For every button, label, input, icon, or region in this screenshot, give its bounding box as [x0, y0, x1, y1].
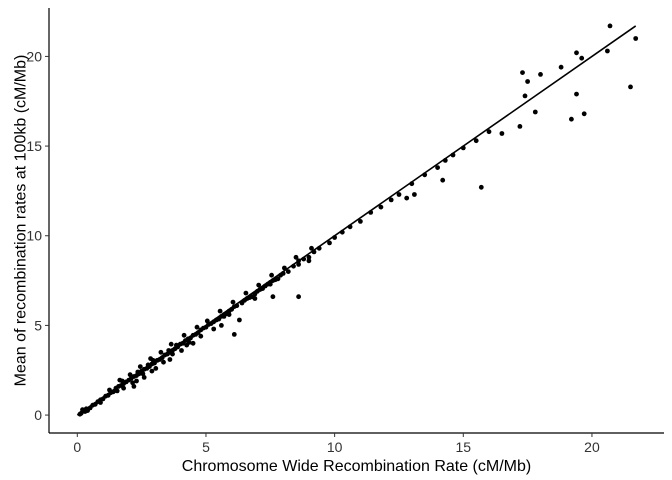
data-point	[581, 111, 587, 117]
data-point	[440, 177, 446, 183]
data-point	[190, 340, 196, 346]
data-point	[130, 380, 136, 386]
data-point	[327, 240, 332, 246]
data-point	[293, 254, 299, 260]
data-point	[435, 165, 440, 171]
data-point	[170, 351, 175, 357]
data-point	[296, 262, 301, 267]
data-point	[231, 332, 237, 337]
data-point	[275, 276, 281, 282]
data-point	[558, 64, 564, 70]
data-point	[179, 348, 184, 353]
data-point	[149, 368, 155, 374]
data-point	[141, 375, 147, 380]
y-tick-label: 20	[26, 48, 42, 64]
data-point	[306, 254, 312, 260]
data-point	[378, 204, 384, 210]
fit-line	[76, 25, 637, 416]
data-point	[117, 377, 123, 383]
data-point	[181, 332, 187, 338]
data-point	[134, 378, 139, 384]
data-point	[517, 124, 523, 129]
data-point	[574, 50, 579, 56]
data-point	[358, 219, 363, 224]
data-point	[204, 318, 210, 324]
data-point	[309, 245, 314, 251]
data-point	[574, 91, 579, 97]
data-point	[148, 356, 154, 361]
x-tick-label: 15	[455, 439, 471, 455]
data-point	[237, 317, 242, 323]
data-point	[296, 294, 301, 300]
data-point	[525, 79, 530, 84]
data-point	[243, 290, 249, 296]
data-point	[252, 296, 258, 301]
data-point	[140, 371, 146, 377]
data-point	[211, 326, 217, 332]
data-point	[131, 384, 137, 389]
data-point	[412, 192, 417, 197]
data-point	[221, 314, 227, 319]
data-point	[198, 333, 204, 339]
data-point	[184, 342, 190, 348]
data-point	[633, 36, 639, 41]
data-point	[522, 93, 528, 99]
x-axis-title: Chromosome Wide Recombination Rate (cM/M…	[182, 458, 531, 475]
data-point	[256, 282, 262, 288]
data-point	[499, 131, 505, 136]
data-point	[628, 84, 633, 90]
data-point	[473, 138, 479, 144]
data-point	[168, 341, 174, 347]
data-point	[605, 48, 610, 54]
data-point	[217, 308, 223, 314]
data-point	[388, 197, 394, 203]
x-tick-label: 10	[327, 439, 343, 455]
x-tick-label: 0	[73, 439, 81, 455]
data-point	[230, 299, 236, 305]
data-point	[158, 349, 164, 355]
data-point	[267, 281, 273, 287]
data-point	[404, 195, 410, 201]
data-point	[569, 116, 574, 122]
data-point	[306, 258, 312, 264]
data-point	[269, 272, 274, 278]
data-point	[153, 366, 159, 371]
fit-line-layer	[76, 25, 637, 416]
data-point	[161, 359, 166, 365]
x-tick-label: 20	[584, 439, 600, 455]
data-point	[167, 357, 173, 362]
data-point	[532, 109, 538, 115]
data-point	[127, 372, 133, 378]
data-point	[270, 294, 276, 300]
data-point	[520, 70, 525, 75]
y-tick-label: 15	[26, 138, 42, 154]
y-axis-title: Mean of recombination rates at 100kb (cM…	[13, 55, 30, 387]
data-point	[137, 364, 143, 369]
y-tick-label: 5	[34, 317, 42, 333]
data-point	[607, 23, 613, 29]
data-point	[226, 312, 232, 317]
data-point	[121, 385, 126, 391]
data-point	[285, 269, 291, 274]
data-point	[538, 72, 543, 77]
data-point	[478, 184, 484, 190]
data-point	[98, 400, 103, 405]
x-tick-label: 5	[202, 439, 210, 455]
data-point	[219, 323, 224, 328]
data-point	[114, 388, 120, 394]
data-point	[579, 55, 585, 61]
y-tick-label: 0	[34, 407, 42, 423]
data-point	[396, 192, 402, 197]
data-point	[194, 324, 200, 330]
x-axis-ticks: 0 5 10 15 20	[73, 433, 600, 455]
y-axis-ticks: 0 5 10 15 20	[26, 48, 49, 423]
y-tick-label: 10	[26, 228, 42, 244]
data-point	[486, 129, 492, 135]
